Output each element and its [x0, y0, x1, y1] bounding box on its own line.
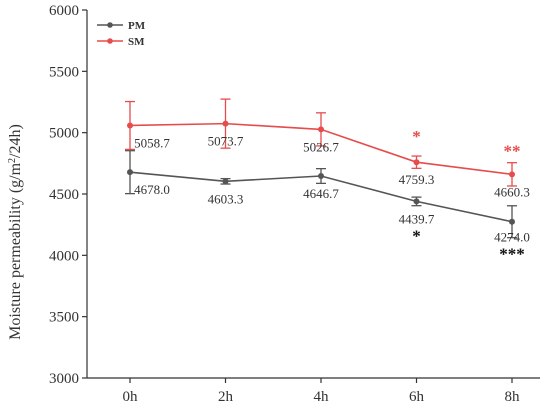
significance-label: *	[412, 226, 421, 245]
y-tick-label: 5500	[49, 64, 79, 80]
y-axis-title-suffix: /24h)	[7, 124, 24, 158]
significance-label: **	[504, 141, 521, 160]
data-label: 4759.3	[399, 172, 435, 187]
legend-label-sm: SM	[128, 36, 145, 48]
x-tick-label: 8h	[505, 389, 521, 405]
y-tick-label: 4500	[49, 187, 79, 203]
y-axis-title: Moisture permeability (g/m2/24h)	[7, 124, 25, 340]
data-label: 4439.7	[399, 211, 435, 226]
data-label: 4678.0	[134, 182, 170, 197]
data-label: 5026.7	[303, 139, 339, 154]
series-sm: 5058.7 5073.7 5026.7 4759.3 * 4660.3 **	[125, 98, 530, 199]
y-axis-title-prefix: Moisture permeability (g/m	[7, 162, 24, 339]
data-point	[127, 169, 133, 176]
legend: PM SM	[97, 20, 146, 48]
significance-label: ***	[499, 245, 525, 264]
x-tick-label: 0h	[123, 389, 139, 405]
data-label: 5058.7	[134, 135, 170, 150]
data-point	[222, 178, 229, 185]
data-point	[509, 218, 515, 225]
y-tick-label: 4000	[49, 248, 79, 264]
x-tick-label: 4h	[314, 389, 330, 405]
data-point	[413, 198, 420, 205]
y-tick-label: 3000	[49, 371, 79, 387]
y-ticks: 3000 3500 4000 4500 5000 5500 6000	[49, 3, 87, 387]
y-tick-label: 6000	[49, 3, 79, 19]
y-tick-label: 5000	[49, 126, 79, 142]
series-pm: 4678.0 4603.3 4646.7 4439.7* 4274.0***	[125, 150, 530, 264]
legend-marker-sm	[107, 38, 113, 44]
legend-label-pm: PM	[128, 20, 146, 32]
y-axis-title-superscript: 2	[7, 158, 18, 163]
significance-label: *	[412, 127, 421, 146]
data-label: 4603.3	[208, 191, 244, 206]
data-point	[222, 120, 229, 127]
legend-marker-pm	[107, 22, 113, 28]
data-label: 4646.7	[303, 186, 339, 201]
data-point	[509, 171, 515, 178]
x-tick-label: 2h	[218, 389, 234, 405]
x-tick-label: 6h	[409, 389, 425, 405]
data-label: 5073.7	[208, 134, 244, 149]
data-label: 4274.0	[494, 230, 530, 245]
y-tick-label: 3500	[49, 310, 79, 326]
x-ticks: 0h 2h 4h 6h 8h	[123, 378, 521, 405]
data-point	[318, 126, 324, 133]
data-point	[318, 173, 324, 180]
data-label: 4660.3	[494, 184, 530, 199]
data-point	[127, 122, 133, 129]
data-point	[413, 159, 420, 166]
